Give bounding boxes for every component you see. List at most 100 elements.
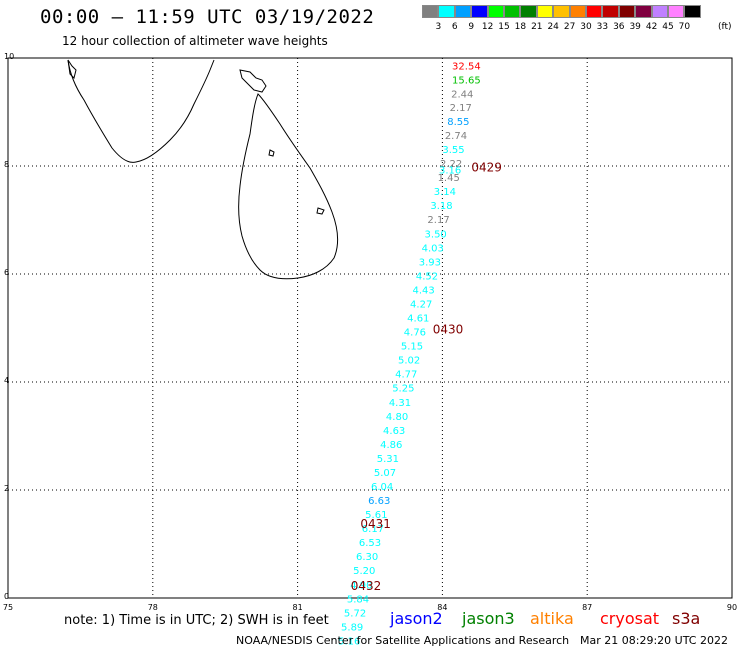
wave-height-value: 5.84	[347, 594, 369, 605]
scale-label: 9	[468, 22, 475, 32]
scale-label: 6	[451, 22, 458, 32]
wave-height-value: 5.61	[365, 510, 387, 521]
scale-swatch	[438, 5, 455, 18]
scale-swatch	[668, 5, 685, 18]
wave-height-value: 8.55	[447, 117, 469, 128]
scale-unit-label: (ft)	[718, 22, 732, 32]
scale-label: 45	[662, 22, 674, 32]
legend-cryosat: cryosat	[600, 609, 660, 628]
scale-label: 27	[563, 22, 576, 32]
wave-height-value: 2.17	[450, 103, 472, 114]
scale-label: 42	[645, 22, 658, 32]
wave-height-value: 32.54	[452, 61, 481, 72]
scale-swatch	[553, 5, 570, 18]
wave-height-value: 6.04	[371, 482, 393, 493]
y-tick-label: 2	[4, 484, 10, 493]
chart-title: 00:00 – 11:59 UTC 03/19/2022	[40, 6, 375, 28]
wave-height-value: 5.25	[392, 384, 414, 395]
wave-height-value: 4.86	[380, 440, 402, 451]
wave-height-value: 2.17	[427, 215, 449, 226]
scale-label: 18	[514, 22, 527, 32]
y-tick-label: 4	[4, 376, 10, 385]
wave-height-value: 5.89	[341, 622, 363, 633]
scale-swatch	[618, 5, 636, 18]
plot-frame	[7, 57, 733, 599]
credit-timestamp: Mar 21 08:29:20 UTC 2022	[580, 634, 728, 647]
y-tick-label: 6	[4, 268, 10, 277]
coast-islet-b	[316, 207, 325, 215]
scale-swatch	[536, 5, 554, 18]
scale-label: 36	[613, 22, 625, 32]
wave-height-value: 5.16	[338, 636, 360, 647]
x-tick-label: 75	[2, 603, 14, 612]
wave-height-value: 2.74	[445, 131, 467, 142]
wave-height-value: 15.65	[452, 75, 481, 86]
wave-height-value: 4.03	[422, 243, 444, 254]
grid-lines	[7, 57, 733, 599]
wave-height-value: 4.90	[350, 580, 372, 591]
wave-height-value: 4.76	[404, 328, 426, 339]
time-mark-label: 0431	[360, 517, 391, 531]
wave-height-value: 6.30	[356, 552, 378, 563]
scale-swatch	[684, 5, 701, 18]
scale-swatch	[471, 5, 488, 18]
scale-swatch	[520, 5, 537, 18]
scale-swatch	[422, 5, 439, 18]
wave-height-value: 5.15	[401, 342, 423, 353]
scale-label: 15	[498, 22, 510, 32]
scale-swatch	[651, 5, 668, 18]
y-tick-label: 10	[4, 52, 15, 61]
wave-height-value: 6.17	[362, 524, 384, 535]
sri-lanka-island	[238, 93, 339, 280]
scale-swatch	[602, 5, 619, 18]
wave-height-value: 4.80	[386, 412, 408, 423]
credit-text: NOAA/NESDIS Center for Satellite Applica…	[236, 634, 570, 647]
altimeter-track: 32.54 15.65 2.44 2.17 8.55 2.74 3.55 2.223.161.…	[338, 61, 481, 647]
wave-height-value: 4.61	[407, 314, 429, 325]
legend-jason2: jason2	[390, 609, 443, 628]
time-mark-label: 0430	[433, 322, 464, 336]
sri-lanka-coastline	[67, 59, 339, 280]
wave-height-value: 5.02	[398, 356, 420, 367]
wave-height-value: 4.43	[412, 285, 434, 296]
x-tick-label: 90	[726, 603, 738, 612]
wave-height-value: 2.22	[440, 159, 462, 170]
scale-label: 33	[596, 22, 609, 32]
wave-height-value: 3.50	[425, 229, 447, 240]
time-mark-label: 0429	[471, 160, 502, 174]
footer-note: note: 1) Time is in UTC; 2) SWH is in fe…	[64, 613, 329, 628]
wave-height-value: 4.77	[395, 370, 417, 381]
wave-height-value: 3.93	[419, 257, 441, 268]
scale-label: 30	[580, 22, 592, 32]
north-islet	[67, 59, 77, 79]
time-mark-label: 0432	[351, 579, 382, 593]
time-marks: 0429 0430 0431 0432	[351, 160, 502, 593]
scale-label: 12	[481, 22, 494, 32]
x-tick-label: 81	[292, 603, 303, 612]
scale-label: 70	[678, 22, 691, 32]
wave-height-value: 5.07	[374, 468, 396, 479]
x-tick-label: 78	[147, 603, 158, 612]
scale-swatch	[504, 5, 521, 18]
scale-swatch	[487, 5, 504, 18]
wave-height-value: 3.16	[439, 166, 461, 177]
wave-height-value: 3.14	[434, 187, 456, 198]
scale-label: 3	[435, 22, 442, 32]
legend-jason3: jason3	[462, 609, 515, 628]
scale-label: 24	[547, 22, 559, 32]
y-tick-label: 0	[4, 592, 10, 601]
wave-height-value: 4.31	[389, 398, 411, 409]
wave-height-value: 4.27	[410, 299, 432, 310]
wave-height-value: 4.63	[383, 426, 405, 437]
wave-height-value: 3.55	[442, 145, 464, 156]
scale-label: 21	[531, 22, 543, 32]
wave-height-value: 4.52	[416, 271, 438, 282]
wave-height-value: 2.44	[451, 89, 473, 100]
scale-swatch	[454, 5, 472, 18]
wave-height-value: 6.63	[368, 496, 390, 507]
x-tick-label: 87	[582, 603, 593, 612]
scale-label: 39	[629, 22, 641, 32]
scale-swatch	[586, 5, 603, 18]
legend-altika: altika	[530, 609, 574, 628]
